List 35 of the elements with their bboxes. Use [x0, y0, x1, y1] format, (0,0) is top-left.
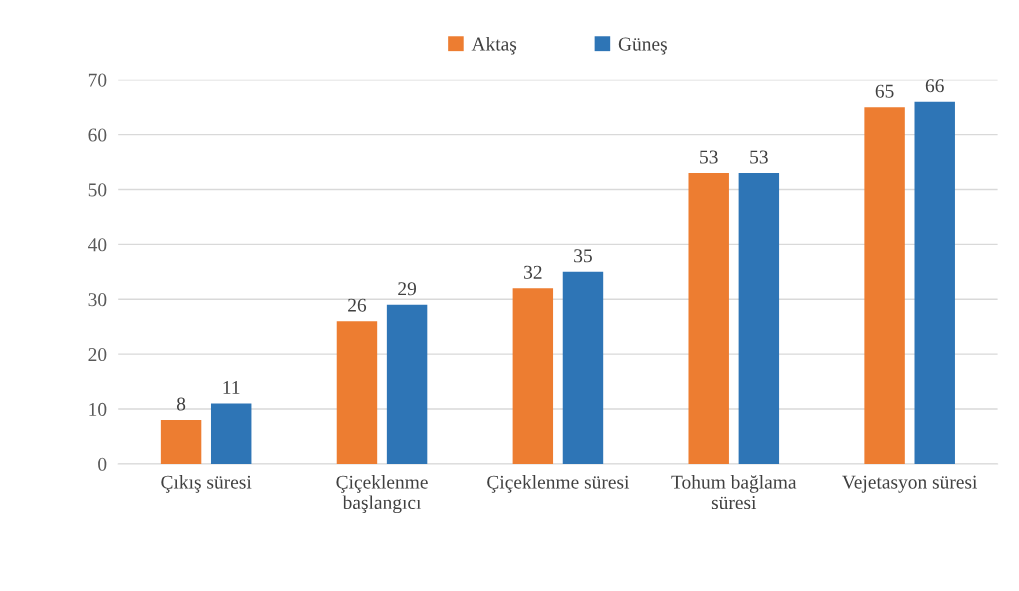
legend-label: Aktaş: [471, 36, 517, 55]
x-tick-label: Çıkış süresi: [161, 475, 252, 493]
data-label: 11: [223, 381, 240, 394]
bar: [914, 101, 955, 464]
data-label: 32: [524, 265, 542, 279]
x-tick-label: Çiçeklenme süresi: [487, 475, 630, 493]
y-tick-label: 10: [89, 402, 107, 416]
data-label: 29: [398, 282, 417, 296]
data-label: 66: [925, 79, 944, 93]
data-label: 53: [750, 150, 768, 164]
bar: [512, 288, 554, 464]
bar: [562, 271, 604, 464]
y-tick-label: 20: [88, 347, 107, 362]
data-label: 65: [875, 84, 894, 98]
y-tick-label: 50: [88, 183, 107, 197]
y-tick-label: 70: [88, 73, 107, 87]
data-label: 53: [700, 150, 718, 164]
data-label: 26: [348, 298, 367, 312]
bar: [386, 304, 428, 464]
data-label: 35: [574, 249, 592, 263]
x-tick-label: Vejetasyon süresi: [842, 475, 978, 493]
bar: [336, 321, 378, 464]
bar: [160, 420, 202, 464]
data-label: 8: [176, 397, 186, 411]
x-tick-label: Çiçeklenme başlangıcı: [336, 475, 428, 514]
bar: [738, 173, 780, 464]
bar: [864, 107, 905, 464]
bar: [210, 403, 252, 464]
y-tick-label: 0: [98, 457, 107, 471]
y-tick-label: 30: [88, 293, 107, 307]
legend-label: Güneş: [618, 37, 667, 55]
y-tick-label: 60: [88, 128, 107, 142]
bar: [688, 173, 729, 464]
x-tick-label: Tohum bağlama süresi: [671, 475, 797, 510]
y-tick-label: 40: [88, 238, 107, 252]
